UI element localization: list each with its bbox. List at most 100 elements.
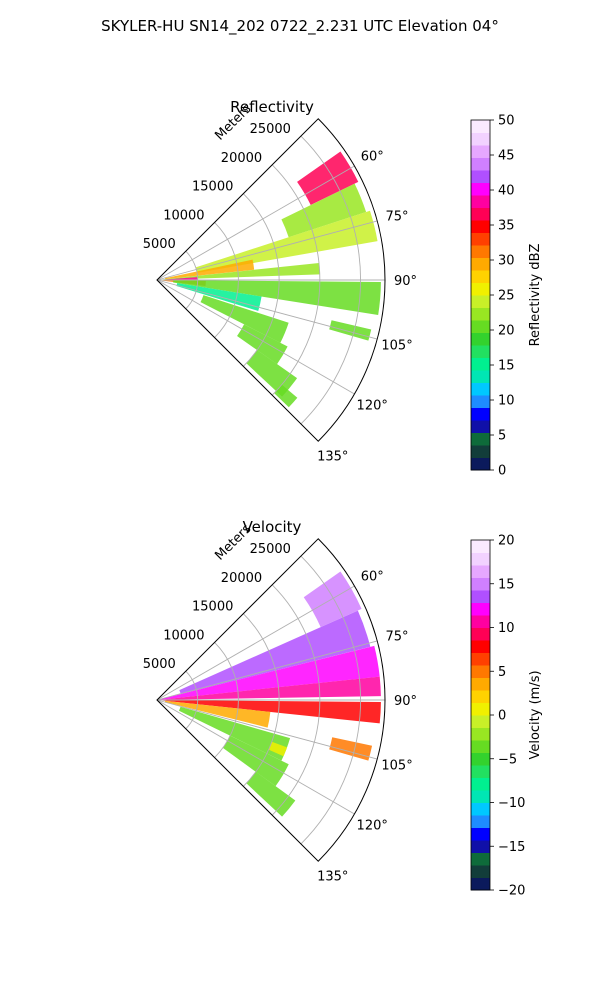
colorbar-swatch-26 xyxy=(471,552,490,566)
colorbar-tick-label: 35 xyxy=(498,219,515,234)
data-region-4 xyxy=(161,262,320,280)
colorbar-swatch-15 xyxy=(471,690,490,703)
colorbar-swatch-3 xyxy=(471,840,490,853)
angle-tick-label: 105° xyxy=(381,758,412,773)
angular-gridline-4 xyxy=(156,699,355,815)
colorbar-swatch-16 xyxy=(471,677,490,691)
data-region-0 xyxy=(303,571,362,628)
data-region-10 xyxy=(268,741,288,757)
angle-tick-label: 90° xyxy=(394,274,417,289)
colorbar-swatch-17 xyxy=(471,665,490,678)
angle-tick-label: 120° xyxy=(357,398,388,413)
colorbar-tick-label: 45 xyxy=(498,149,515,164)
colorbar-tick-label: −20 xyxy=(498,884,525,899)
data-region-9 xyxy=(246,771,296,817)
colorbar-swatch-22 xyxy=(471,182,490,196)
colorbar-swatch-24 xyxy=(471,577,490,591)
colorbar-tick-label: 10 xyxy=(498,621,515,636)
reflectivity-colorbar: 0 5 10 15 20 25 30 35 40 45 50 Reflectivity dBZ xyxy=(470,114,543,479)
data-region-3 xyxy=(164,259,255,280)
radial-tick-label: 25000 xyxy=(250,122,291,137)
colorbar-swatch-9 xyxy=(471,765,490,778)
radial-tick-label: 5000 xyxy=(143,237,176,252)
angle-tick-label: 60° xyxy=(361,150,384,165)
data-region-2 xyxy=(160,645,380,700)
colorbar-swatch-25 xyxy=(471,145,490,158)
colorbar-label: Reflectivity dBZ xyxy=(528,244,543,347)
colorbar-tick-label: 5 xyxy=(498,665,506,680)
data-region-5 xyxy=(164,700,271,728)
data-region-10 xyxy=(200,295,289,343)
radial-tick-label: 10000 xyxy=(163,628,204,643)
colorbar-tick-label: 0 xyxy=(498,464,506,479)
data-region-1 xyxy=(281,183,367,238)
colorbar-swatch-23 xyxy=(471,170,490,183)
colorbar-swatch-5 xyxy=(471,815,490,828)
colorbar-swatch-10 xyxy=(471,752,490,766)
colorbar-tick-label: 50 xyxy=(498,114,515,129)
angle-tick-label: 135° xyxy=(317,450,348,465)
colorbar-tick-label: 10 xyxy=(498,394,515,409)
colorbar-swatch-8 xyxy=(471,357,490,371)
radial-tick-label: 5000 xyxy=(143,657,176,672)
colorbar-swatch-0 xyxy=(471,877,490,891)
colorbar-tick-label: 15 xyxy=(498,577,515,592)
data-region-11 xyxy=(237,324,288,365)
reflectivity-title: Reflectivity xyxy=(230,98,314,116)
angle-tick-label: 135° xyxy=(317,870,348,885)
colorbar-swatch-20 xyxy=(471,627,490,641)
data-region-9 xyxy=(329,320,372,341)
colorbar-swatch-25 xyxy=(471,565,490,578)
radial-axis-label: Meters xyxy=(212,521,254,563)
colorbar-tick-label: 40 xyxy=(498,184,515,199)
colorbar-tick-label: 0 xyxy=(498,709,506,724)
colorbar-swatch-24 xyxy=(471,157,490,171)
colorbar-tick-label: 15 xyxy=(498,359,515,374)
colorbar-tick-label: −5 xyxy=(498,752,517,767)
angular-gridline-0 xyxy=(156,585,355,701)
colorbar-swatch-18 xyxy=(471,232,490,246)
colorbar-swatch-12 xyxy=(471,727,490,741)
colorbar-swatch-3 xyxy=(471,420,490,433)
data-region-3 xyxy=(161,676,381,700)
sector-outline xyxy=(156,538,386,862)
colorbar-swatch-19 xyxy=(471,220,490,233)
colorbar-swatch-4 xyxy=(471,407,490,421)
colorbar-swatch-6 xyxy=(471,382,490,396)
angular-gridline-0 xyxy=(156,165,355,281)
angle-tick-label: 75° xyxy=(386,630,409,645)
angular-gridline-1 xyxy=(156,220,378,281)
angular-gridline-4 xyxy=(156,279,355,395)
colorbar-swatch-7 xyxy=(471,370,490,383)
colorbar-swatch-21 xyxy=(471,615,490,628)
colorbar-swatch-20 xyxy=(471,207,490,221)
data-region-7 xyxy=(178,706,291,761)
colorbar-tick-label: 20 xyxy=(498,534,515,549)
angle-tick-label: 120° xyxy=(357,818,388,833)
colorbar-swatch-14 xyxy=(471,282,490,296)
radial-tick-label: 15000 xyxy=(192,180,233,195)
colorbar-tick-label: 20 xyxy=(498,324,515,339)
colorbar-swatch-16 xyxy=(471,257,490,271)
data-region-7 xyxy=(173,280,381,316)
data-region-5 xyxy=(159,277,198,280)
colorbar-swatch-4 xyxy=(471,827,490,841)
colorbar-swatch-10 xyxy=(471,332,490,346)
colorbar-tick-label: −15 xyxy=(498,840,525,855)
colorbar-swatch-11 xyxy=(471,320,490,333)
colorbar-swatch-12 xyxy=(471,307,490,321)
colorbar-swatch-2 xyxy=(471,432,490,446)
colorbar-swatch-15 xyxy=(471,270,490,283)
radial-tick-label: 20000 xyxy=(221,151,262,166)
colorbar-swatch-1 xyxy=(471,865,490,878)
angular-gridline-1 xyxy=(156,640,378,701)
colorbar-swatch-21 xyxy=(471,195,490,208)
colorbar-swatch-8 xyxy=(471,777,490,791)
angular-gridline-3 xyxy=(156,279,378,340)
radial-tick-label: 20000 xyxy=(221,571,262,586)
colorbar-swatch-23 xyxy=(471,590,490,603)
colorbar-tick-label: 25 xyxy=(498,289,515,304)
colorbar-swatch-26 xyxy=(471,132,490,146)
